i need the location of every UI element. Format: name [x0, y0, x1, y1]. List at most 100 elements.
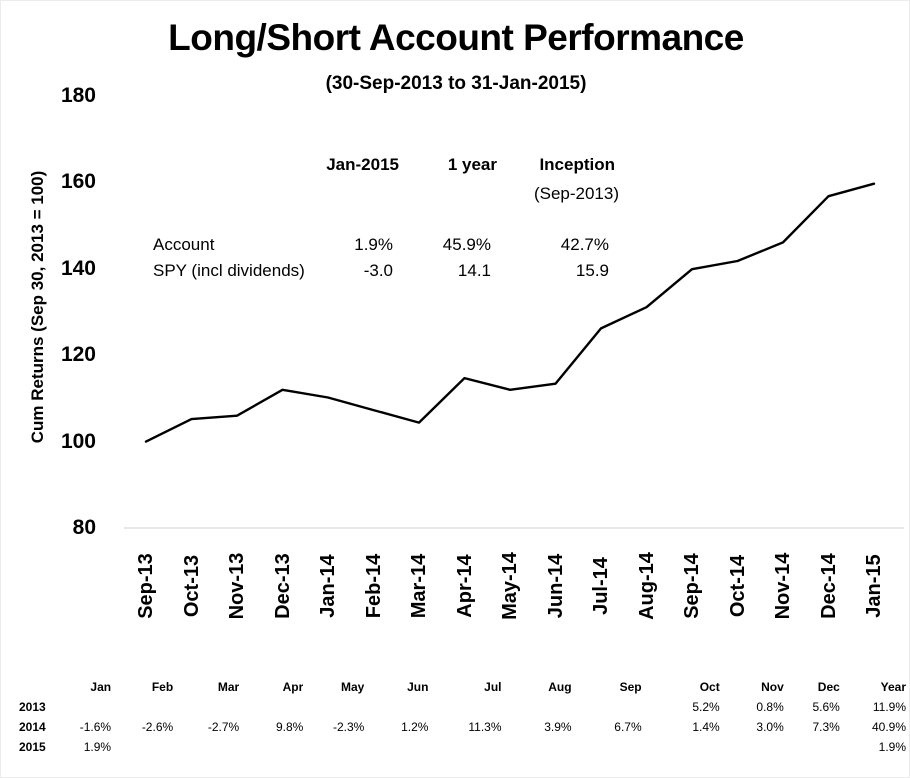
- monthly-return-value: 1.4%: [692, 720, 720, 734]
- monthly-return-value: 6.7%: [614, 720, 642, 734]
- x-tick-label: Jul-14: [590, 557, 612, 615]
- summary-value: -3.0: [363, 261, 393, 280]
- monthly-return-value: [111, 697, 173, 717]
- monthly-return-value: 5.6%: [812, 700, 840, 714]
- monthly-return-value: [239, 697, 303, 717]
- chart-title: Long/Short Account Performance: [168, 17, 744, 58]
- monthly-col-header: Jan: [90, 680, 112, 694]
- x-tick-label: Jun-14: [544, 553, 567, 619]
- monthly-return-value: [502, 697, 572, 717]
- monthly-return-value: [303, 697, 364, 717]
- x-tick-label: Sep-14: [681, 553, 703, 619]
- monthly-return-value: [428, 697, 501, 717]
- chart-subtitle: (30-Sep-2013 to 31-Jan-2015): [325, 73, 587, 94]
- monthly-return-value: [46, 697, 111, 717]
- y-tick-label: 140: [60, 256, 96, 280]
- monthly-return-value: -1.6%: [79, 720, 112, 734]
- monthly-return-value: 40.9%: [871, 720, 906, 734]
- monthly-return-value: 5.2%: [692, 700, 720, 714]
- monthly-col-header: Jun: [407, 680, 429, 694]
- monthly-table-row: 2013 5.2% 0.8% 5.6% 11.9%: [1, 697, 906, 717]
- monthly-table-row: 2014 -1.6% -2.6% -2.7% 9.8% -2.3% 1.2% 11.3% 3.9…: [1, 717, 906, 737]
- monthly-col-header: [1, 677, 46, 697]
- monthly-return-value: -2.7%: [207, 720, 240, 734]
- monthly-return-value: 3.0%: [756, 720, 784, 734]
- monthly-return-value: [572, 737, 642, 757]
- x-tick-label: May-14: [499, 552, 521, 620]
- monthly-col-header: Jul: [484, 680, 502, 694]
- monthly-return-value: 11.9%: [872, 700, 906, 714]
- y-tick-label: 160: [60, 170, 96, 194]
- y-tick-label: 80: [72, 516, 96, 539]
- monthly-return-value: [364, 737, 428, 757]
- summary-col-header: Jan-2015: [326, 155, 399, 174]
- monthly-return-value: -2.3%: [333, 720, 365, 734]
- monthly-return-value: [303, 737, 364, 757]
- monthly-col-header: Feb: [151, 680, 174, 694]
- summary-value: 15.9: [575, 261, 609, 280]
- monthly-return-value: [720, 737, 784, 757]
- x-tick-label: Nov-14: [772, 552, 794, 620]
- x-tick-label: Jan-14: [317, 554, 339, 618]
- monthly-return-value: 0.8%: [756, 700, 784, 714]
- y-tick-label: 180: [60, 84, 96, 107]
- x-tick-label: Apr-14: [453, 554, 476, 618]
- monthly-return-value: [502, 737, 572, 757]
- monthly-return-value: -2.6%: [141, 720, 174, 734]
- monthly-return-value: [642, 737, 720, 757]
- monthly-row-year-label: 2013: [19, 700, 46, 714]
- chart-area: Long/Short Account Performance (30-Sep-2…: [1, 1, 910, 662]
- summary-value: 45.9%: [442, 235, 491, 254]
- monthly-return-value: 3.9%: [544, 720, 572, 734]
- monthly-return-value: [572, 697, 642, 717]
- monthly-row-year-label: 2015: [19, 740, 46, 754]
- monthly-col-header: Sep: [619, 680, 642, 694]
- summary-row-label: Account: [153, 235, 215, 254]
- monthly-return-value: 1.9%: [878, 740, 906, 754]
- monthly-return-value: [173, 737, 239, 757]
- monthly-table-row: 2015 1.9% 1.9%: [1, 737, 906, 757]
- x-tick-label: Dec-13: [271, 553, 294, 619]
- monthly-returns-table: Jan Feb Mar Apr May Jun Jul Aug Sep Oct Nov Dec Year…: [1, 677, 906, 757]
- y-tick-label: 100: [60, 429, 96, 453]
- monthly-return-value: [428, 737, 501, 757]
- monthly-return-value: [173, 697, 239, 717]
- line-chart-plot: [124, 182, 904, 529]
- monthly-row-year-label: 2014: [19, 720, 46, 734]
- monthly-col-header: Oct: [699, 680, 720, 694]
- x-tick-label: Aug-14: [635, 552, 658, 620]
- monthly-col-header: Aug: [548, 680, 572, 694]
- monthly-return-value: 1.9%: [83, 740, 112, 754]
- summary-inception-subheader: (Sep-2013): [533, 184, 619, 203]
- summary-value: 42.7%: [560, 235, 609, 254]
- monthly-return-value: [364, 697, 428, 717]
- summary-value: 1.9%: [354, 235, 393, 254]
- monthly-col-header: Mar: [217, 680, 240, 694]
- x-tick-label: Oct-14: [726, 554, 749, 618]
- monthly-return-value: 9.8%: [275, 720, 304, 734]
- summary-row-label: SPY (incl dividends): [153, 261, 305, 280]
- monthly-return-value: [784, 737, 840, 757]
- monthly-col-header: Nov: [761, 680, 784, 694]
- monthly-return-value: 11.3%: [468, 720, 502, 734]
- monthly-table-header-row: Jan Feb Mar Apr May Jun Jul Aug Sep Oct Nov Dec Year: [1, 677, 906, 697]
- monthly-return-value: 7.3%: [812, 720, 840, 734]
- summary-col-header: 1 year: [447, 155, 497, 174]
- x-tick-label: Jan-15: [863, 554, 885, 618]
- monthly-col-header: May: [341, 680, 365, 694]
- x-tick-label: Oct-13: [180, 554, 203, 618]
- x-tick-label: Dec-14: [817, 553, 840, 619]
- performance-line: [144, 182, 876, 443]
- x-tick-label: Sep-13: [135, 553, 157, 619]
- x-tick-label: Feb-14: [362, 553, 385, 619]
- monthly-return-value: [111, 737, 173, 757]
- monthly-return-value: [239, 737, 303, 757]
- monthly-col-header: Dec: [817, 680, 840, 694]
- summary-value: 14.1: [457, 261, 491, 280]
- y-tick-label: 120: [60, 343, 96, 367]
- monthly-return-value: 1.2%: [401, 720, 429, 734]
- monthly-col-header: Apr: [282, 680, 304, 694]
- x-tick-label: Mar-14: [408, 553, 430, 619]
- monthly-col-header: Year: [880, 680, 906, 694]
